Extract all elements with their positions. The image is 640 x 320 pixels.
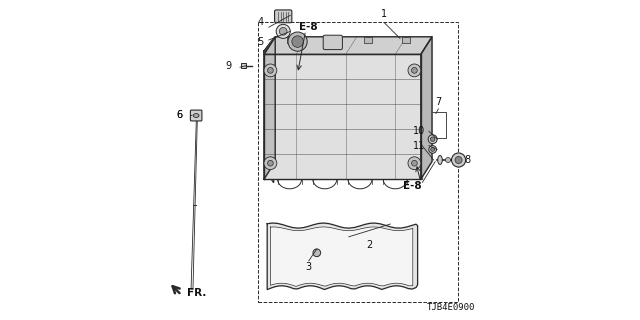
Circle shape xyxy=(292,36,303,47)
Circle shape xyxy=(428,135,437,144)
Circle shape xyxy=(276,24,291,38)
Circle shape xyxy=(452,153,466,167)
Circle shape xyxy=(264,64,276,77)
Circle shape xyxy=(431,148,435,151)
Text: 1: 1 xyxy=(381,9,387,20)
Circle shape xyxy=(430,137,435,141)
Circle shape xyxy=(445,157,451,163)
Circle shape xyxy=(412,160,417,166)
Circle shape xyxy=(280,28,287,35)
Bar xyxy=(287,37,295,43)
Text: 5: 5 xyxy=(258,36,264,47)
Bar xyxy=(364,37,372,43)
Ellipse shape xyxy=(193,114,199,117)
Circle shape xyxy=(408,157,421,170)
Bar xyxy=(326,37,333,43)
Circle shape xyxy=(412,68,417,73)
Polygon shape xyxy=(264,38,422,51)
Text: 6: 6 xyxy=(176,110,182,120)
Text: 8: 8 xyxy=(464,155,470,165)
Polygon shape xyxy=(421,37,432,179)
Text: 6: 6 xyxy=(176,110,182,120)
Circle shape xyxy=(268,160,273,166)
FancyBboxPatch shape xyxy=(191,110,202,121)
Text: 9: 9 xyxy=(226,60,232,71)
Circle shape xyxy=(455,156,462,164)
Bar xyxy=(403,37,410,43)
Circle shape xyxy=(408,64,421,77)
Polygon shape xyxy=(264,37,275,179)
Polygon shape xyxy=(264,37,432,54)
Circle shape xyxy=(264,157,276,170)
Text: 2: 2 xyxy=(367,240,372,250)
Text: 10: 10 xyxy=(413,126,426,136)
Text: 11: 11 xyxy=(413,140,426,151)
Polygon shape xyxy=(270,227,413,286)
Text: 4: 4 xyxy=(258,17,264,28)
Polygon shape xyxy=(264,54,421,179)
Text: E-8: E-8 xyxy=(300,22,318,32)
Ellipse shape xyxy=(438,156,442,164)
Circle shape xyxy=(313,249,321,257)
Polygon shape xyxy=(264,38,274,179)
Text: 3: 3 xyxy=(306,262,312,272)
Text: TJB4E0900: TJB4E0900 xyxy=(427,303,475,312)
FancyBboxPatch shape xyxy=(323,35,342,50)
Text: E-8: E-8 xyxy=(403,180,422,191)
Bar xyxy=(429,112,447,138)
Polygon shape xyxy=(268,223,418,290)
Circle shape xyxy=(288,32,307,51)
FancyBboxPatch shape xyxy=(275,10,292,23)
Circle shape xyxy=(429,146,436,153)
Text: 7: 7 xyxy=(435,97,442,108)
Polygon shape xyxy=(264,51,422,182)
Circle shape xyxy=(268,68,273,73)
Bar xyxy=(258,22,458,302)
Bar xyxy=(241,63,246,68)
Text: FR.: FR. xyxy=(187,288,207,298)
